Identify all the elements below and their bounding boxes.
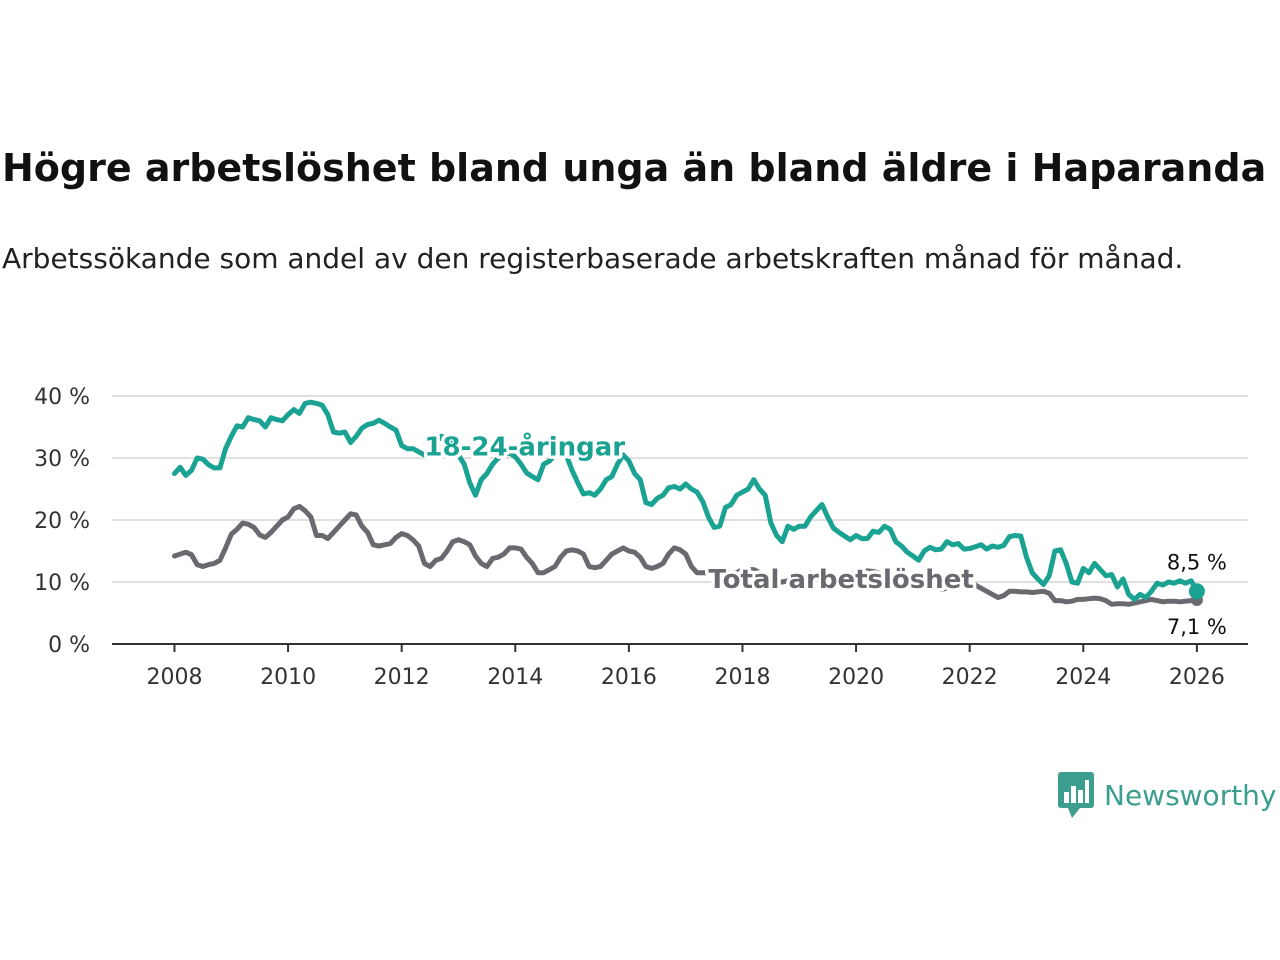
x-tick-label: 2026 — [1169, 665, 1225, 690]
x-tick-label: 2014 — [487, 665, 543, 690]
x-tick-label: 2022 — [942, 665, 998, 690]
x-tick-label: 2010 — [260, 665, 316, 690]
x-tick-label: 2018 — [714, 665, 770, 690]
y-tick-label: 20 % — [34, 509, 90, 534]
series-lines — [172, 399, 1205, 607]
x-tick-label: 2008 — [146, 665, 202, 690]
x-tick-label: 2016 — [601, 665, 657, 690]
series-label-youth: 18-24-åringar — [424, 431, 625, 463]
series-label-total: Total arbetslöshet — [708, 565, 973, 595]
y-tick-label: 30 % — [34, 447, 90, 472]
newsworthy-logo[interactable]: Newsworthy — [1058, 772, 1277, 818]
x-tick-label: 2024 — [1055, 665, 1111, 690]
end-label-total: 7,1 % — [1167, 615, 1227, 639]
y-tick-label: 40 % — [34, 385, 90, 410]
y-tick-label: 10 % — [34, 571, 90, 596]
chart-labels: 18-24-åringar Total arbetslöshet 8,5 % 7,1 … — [421, 427, 1229, 641]
brand-name: Newsworthy — [1104, 778, 1277, 812]
line-chart: 0 % 10 % 20 % 30 % 40 % 2008 2010 2012 2014 2016 2… — [34, 385, 1248, 690]
x-tick-label: 2020 — [828, 665, 884, 690]
end-marker-youth — [1188, 583, 1205, 600]
chart-title: Högre arbetslöshet bland unga än bland ä… — [2, 146, 1267, 190]
chart-subtitle: Arbetssökande som andel av den registerb… — [2, 242, 1184, 275]
y-tick-label: 0 % — [48, 633, 90, 658]
x-tick-label: 2012 — [374, 665, 430, 690]
bar-chart-logo-icon — [1058, 772, 1094, 818]
x-axis: 0 % 10 % 20 % 30 % 40 % 2008 2010 2012 2014 2016 2… — [34, 385, 1248, 690]
series-line-youth — [172, 399, 1200, 602]
end-label-youth: 8,5 % — [1167, 550, 1227, 574]
series-line-total — [172, 503, 1200, 607]
grid-lines — [112, 395, 1248, 583]
